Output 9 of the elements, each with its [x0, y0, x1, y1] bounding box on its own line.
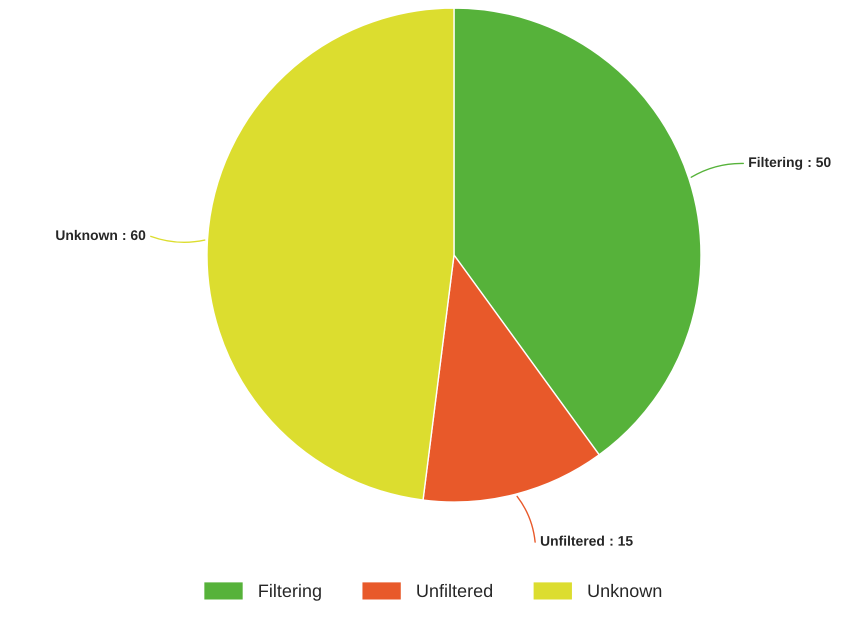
legend-label: Filtering [259, 584, 321, 601]
slice-label: Unknown [56, 230, 117, 240]
data-label: : 60 [123, 230, 146, 240]
legend-label: Unfiltered [417, 584, 492, 598]
data-label: : 50 [808, 157, 831, 168]
slice-label: Filtering [749, 156, 802, 170]
slice-label: Unfiltered [540, 536, 604, 546]
legend-label: Unknown [588, 584, 662, 598]
data-label: : 15 [610, 536, 633, 546]
